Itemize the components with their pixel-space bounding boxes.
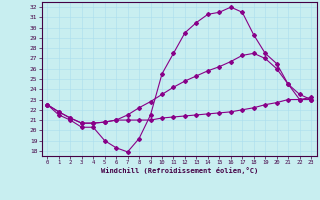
X-axis label: Windchill (Refroidissement éolien,°C): Windchill (Refroidissement éolien,°C) xyxy=(100,167,258,174)
